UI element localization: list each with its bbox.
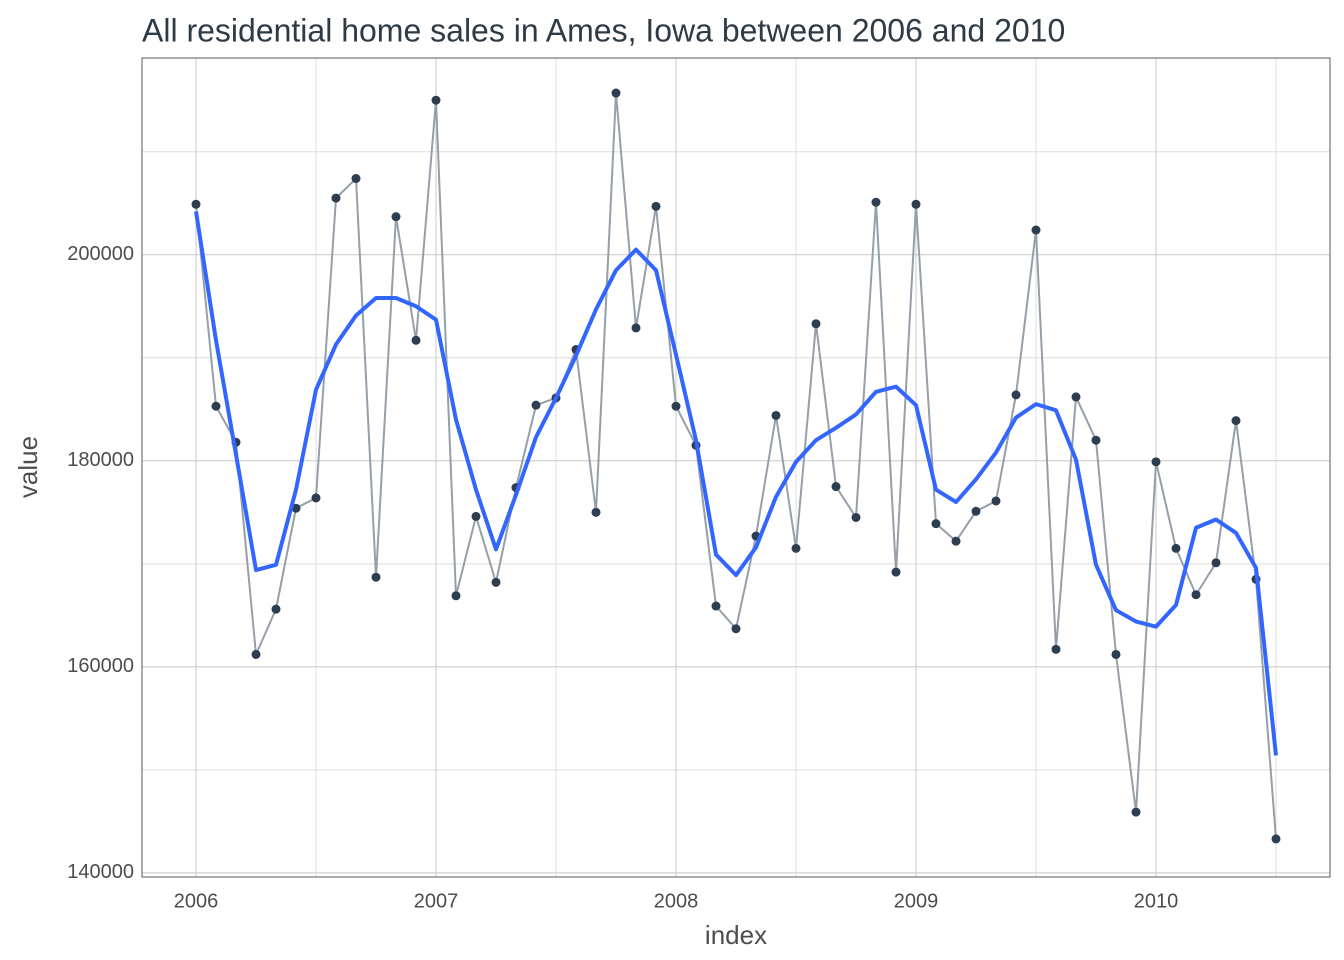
data-point (1231, 416, 1241, 426)
chart-title: All residential home sales in Ames, Iowa… (142, 12, 1065, 48)
data-point (951, 536, 961, 546)
y-tick-label: 140000 (67, 861, 134, 883)
data-point (1051, 644, 1061, 654)
plot-border (141, 57, 1331, 878)
data-point (251, 649, 261, 659)
data-point (811, 319, 821, 329)
data-point (611, 88, 621, 98)
data-point (971, 506, 981, 516)
data-point (711, 601, 721, 611)
data-point (1151, 457, 1161, 467)
data-point (671, 401, 681, 411)
x-tick-label: 2009 (894, 890, 939, 912)
data-point (1191, 590, 1201, 600)
data-point (1071, 392, 1081, 402)
series-line (195, 92, 1277, 839)
x-tick-label: 2010 (1134, 890, 1179, 912)
data-point (1211, 558, 1221, 568)
x-tick-label: 2006 (174, 890, 219, 912)
data-point (311, 493, 321, 503)
data-point (1171, 543, 1181, 553)
data-point (1271, 834, 1281, 844)
data-point (591, 507, 601, 517)
x-axis-label: index (705, 920, 767, 950)
data-point (1011, 390, 1021, 400)
data-point (1111, 649, 1121, 659)
data-point (911, 199, 921, 209)
data-point (771, 410, 781, 420)
data-point (291, 503, 301, 513)
data-point (371, 572, 381, 582)
y-tick-label: 180000 (67, 449, 134, 471)
data-point (491, 577, 501, 587)
data-point (411, 335, 421, 345)
data-point (851, 512, 861, 522)
data-point (451, 591, 461, 601)
data-point (891, 567, 901, 577)
x-tick-label: 2007 (414, 890, 459, 912)
data-point (391, 212, 401, 222)
data-point (631, 323, 641, 333)
data-point (351, 174, 361, 184)
x-tick-label: 2008 (654, 890, 699, 912)
data-point (731, 624, 741, 634)
data-point (211, 401, 221, 411)
data-point (1031, 225, 1041, 235)
data-point (991, 496, 1001, 506)
data-point (871, 197, 881, 207)
data-point (191, 199, 201, 209)
data-point (531, 400, 541, 410)
series-line (194, 211, 1278, 756)
data-point (431, 95, 441, 105)
data-point (331, 193, 341, 203)
data-point (931, 519, 941, 529)
data-point (471, 511, 481, 521)
y-tick-label: 200000 (67, 243, 134, 265)
data-point (791, 543, 801, 553)
data-point (1091, 435, 1101, 445)
data-point (1131, 807, 1141, 817)
y-tick-label: 160000 (67, 655, 134, 677)
y-axis-label: value (13, 436, 43, 498)
data-point (831, 482, 841, 492)
data-point (651, 201, 661, 211)
data-point (271, 604, 281, 614)
